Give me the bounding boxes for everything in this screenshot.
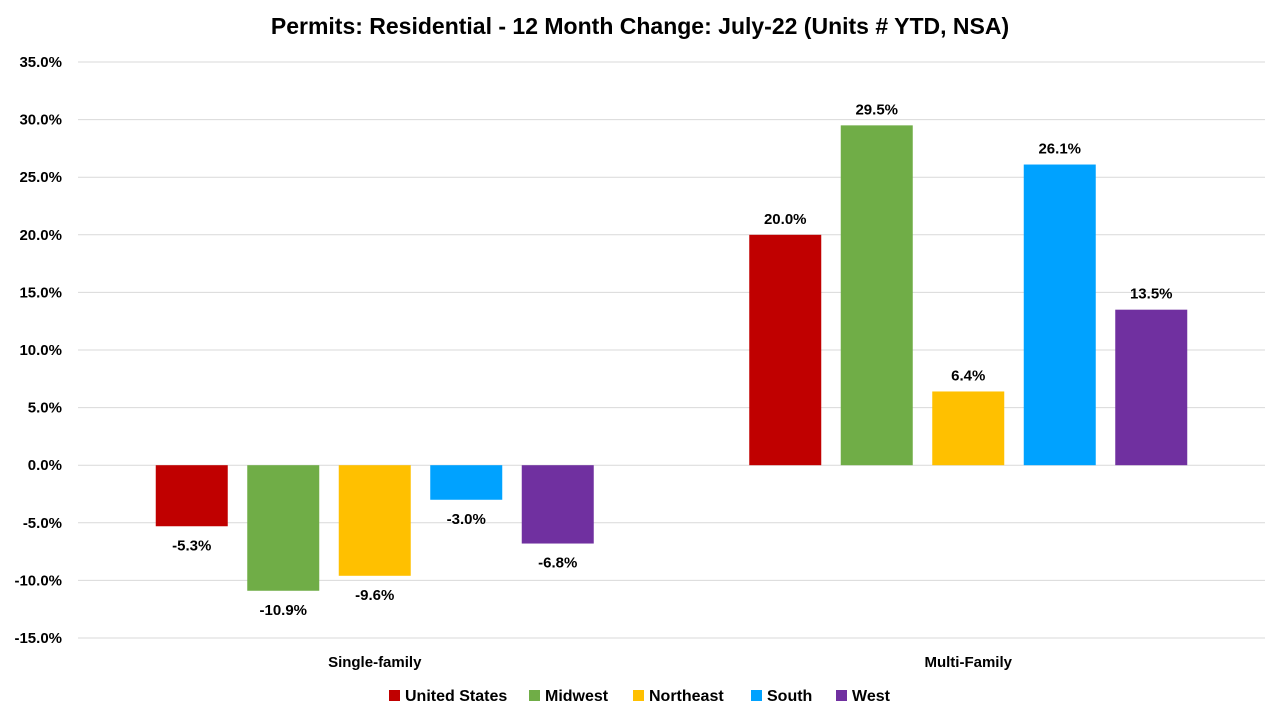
data-label: 29.5% [855, 101, 898, 118]
data-labels: -5.3% -10.9% -9.6% -3.0% -6.8% 20.0% 29.5% 6.4%… [172, 101, 1172, 618]
x-category-label: Multi-Family [924, 654, 1012, 671]
chart-title: Permits: Residential - 12 Month Change: … [271, 13, 1009, 39]
data-label: -5.3% [172, 537, 211, 554]
y-tick-label: 15.0% [19, 284, 62, 301]
y-tick-label: 0.0% [28, 457, 62, 474]
y-tick-label: 25.0% [19, 169, 62, 186]
bars [155, 125, 1188, 591]
y-tick-label: 20.0% [19, 227, 62, 244]
legend-label: Northeast [649, 688, 724, 705]
legend-label: United States [405, 688, 507, 705]
bar [1115, 309, 1188, 466]
legend-swatch [751, 690, 762, 701]
y-tick-label: -5.0% [23, 515, 62, 532]
x-category-label: Single-family [328, 654, 422, 671]
bar [247, 465, 320, 591]
data-label: 26.1% [1038, 141, 1081, 158]
legend-swatch [633, 690, 644, 701]
bar [1023, 164, 1096, 466]
bar [749, 234, 822, 466]
bar [521, 465, 594, 544]
gridlines [78, 61, 1265, 639]
data-label: -3.0% [447, 511, 486, 528]
data-label: 13.5% [1130, 286, 1173, 303]
legend-swatch [529, 690, 540, 701]
data-label: -6.8% [538, 555, 577, 572]
legend-label: Midwest [545, 688, 609, 705]
bar [932, 391, 1005, 466]
y-tick-label: 35.0% [19, 54, 62, 71]
bar [338, 465, 411, 576]
bar [840, 125, 913, 466]
y-tick-label: -15.0% [14, 630, 62, 647]
data-label: 6.4% [951, 367, 985, 384]
x-axis: Single-family Multi-Family [328, 654, 1013, 671]
y-tick-label: 10.0% [19, 342, 62, 359]
bar [430, 465, 503, 500]
y-tick-label: 30.0% [19, 112, 62, 129]
bar [155, 465, 228, 527]
data-label: -9.6% [355, 587, 394, 604]
legend-label: West [852, 688, 891, 705]
y-axis: 35.0% 30.0% 25.0% 20.0% 15.0% 10.0% 5.0% 0.0% -5… [14, 54, 62, 647]
data-label: 20.0% [764, 211, 807, 228]
legend: United States Midwest Northeast South West [389, 688, 891, 705]
legend-swatch [836, 690, 847, 701]
y-tick-label: -10.0% [14, 572, 62, 589]
legend-swatch [389, 690, 400, 701]
data-label: -10.9% [259, 602, 307, 619]
y-tick-label: 5.0% [28, 400, 62, 417]
legend-label: South [767, 688, 812, 705]
